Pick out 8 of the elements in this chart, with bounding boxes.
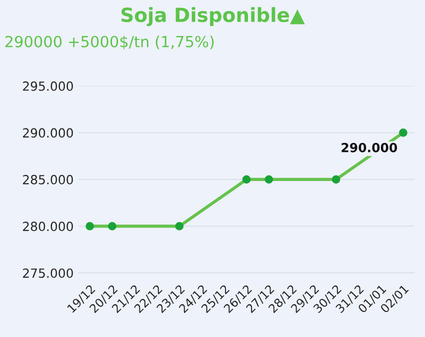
y-tick-label: 280.000 <box>22 222 73 232</box>
chart-title: Soja Disponible▲ <box>121 7 305 26</box>
chart-subtitle: 290000 +5000$/tn (1,75%) <box>5 36 214 50</box>
y-tick-label: 275.000 <box>22 268 73 278</box>
y-tick-label: 295.000 <box>22 81 73 91</box>
data-label: 290.000 <box>342 142 398 152</box>
y-tick-label: 290.000 <box>22 128 73 138</box>
y-tick-label: 285.000 <box>22 174 73 184</box>
